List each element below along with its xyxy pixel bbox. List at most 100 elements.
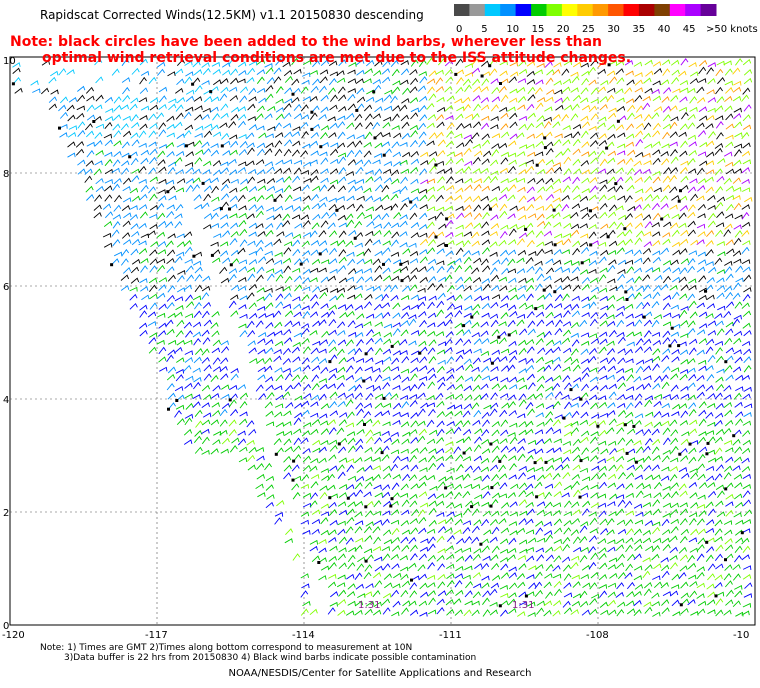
wind-barb (570, 113, 579, 121)
wind-barb (572, 148, 581, 155)
wind-barb (490, 214, 499, 221)
wind-barb (220, 86, 229, 94)
wind-barb (410, 367, 419, 374)
wind-barb (599, 518, 608, 526)
wind-barb (518, 539, 528, 545)
wind-barb (157, 330, 167, 337)
wind-speed-legend: 0 5 10 15 20 25 30 35 40 45 >50 knots (454, 4, 758, 35)
wind-barb (265, 347, 274, 354)
wind-barb (382, 510, 391, 516)
wind-barb (454, 573, 464, 579)
wind-barb (662, 59, 671, 66)
wind-barb (211, 330, 220, 338)
wind-barb (392, 86, 401, 94)
wind-barb (491, 329, 500, 337)
wind-barb (661, 143, 670, 149)
wind-barb (312, 185, 321, 192)
wind-barb (121, 141, 130, 149)
wind-barb (554, 414, 563, 419)
wind-barb (292, 553, 301, 561)
wind-barb (212, 131, 222, 137)
wind-barb (652, 61, 662, 67)
wind-barb (724, 285, 733, 293)
wind-barb (625, 358, 634, 364)
wind-barb (607, 357, 616, 365)
wind-barb (537, 537, 546, 543)
wind-barb (662, 123, 672, 130)
wind-barb (365, 476, 374, 482)
quality-circle (490, 486, 494, 490)
wind-barb (734, 585, 743, 590)
wind-barb (635, 122, 645, 130)
wind-barb (275, 374, 284, 382)
wind-barb (564, 422, 573, 428)
wind-barb (291, 464, 300, 472)
wind-barb (651, 553, 660, 561)
wind-barb (454, 310, 463, 318)
wind-barb (302, 250, 311, 257)
quality-circle (310, 110, 314, 114)
wind-barb (347, 320, 356, 328)
wind-barb (697, 78, 707, 83)
wind-barb (355, 178, 365, 184)
wind-barb (588, 367, 598, 373)
wind-barb (399, 265, 409, 272)
wind-barb (311, 528, 320, 535)
wind-barb (472, 357, 481, 365)
wind-barb (302, 310, 311, 319)
wind-barb (679, 502, 688, 508)
wind-barb (328, 329, 337, 336)
wind-barb (419, 256, 428, 264)
wind-barb (338, 94, 347, 102)
wind-barb (599, 211, 608, 219)
wind-barb (562, 233, 572, 238)
wind-barb (94, 160, 103, 166)
wind-barb (643, 241, 652, 248)
wind-barb (626, 266, 635, 274)
wind-barb (230, 373, 239, 381)
wind-barb (571, 75, 580, 84)
wind-barb (507, 554, 516, 561)
wind-barb (381, 430, 390, 436)
wind-barb (122, 86, 130, 95)
wind-barb (527, 151, 536, 157)
wind-barb (319, 151, 328, 157)
wind-barb (48, 103, 57, 110)
wind-barb (292, 491, 301, 500)
wind-barb (104, 121, 113, 129)
wind-barb (687, 113, 696, 121)
wind-barb (184, 382, 193, 389)
wind-barb (391, 545, 401, 552)
wind-barb (237, 194, 246, 202)
wind-barb (445, 490, 454, 498)
wind-barb (58, 68, 67, 76)
wind-barb (444, 68, 453, 76)
wind-barb (554, 266, 563, 273)
wind-barb (615, 591, 624, 598)
wind-barb (553, 481, 563, 489)
wind-barb (714, 419, 723, 427)
wind-barb (687, 367, 696, 374)
wind-barb (516, 527, 526, 534)
wind-barb (481, 78, 490, 86)
wind-barb (535, 448, 544, 455)
wind-barb (291, 374, 301, 382)
wind-barb (661, 420, 670, 426)
wind-barb (445, 231, 454, 238)
wind-barb (355, 489, 364, 497)
wind-barb (499, 106, 508, 112)
wind-barb (643, 122, 652, 130)
wind-barb (141, 294, 150, 301)
wind-barb (391, 231, 400, 239)
wind-barb (537, 347, 546, 355)
wind-barb (464, 265, 473, 273)
wind-barb (185, 106, 194, 112)
wind-barb (690, 239, 699, 246)
wind-barb (104, 185, 113, 192)
wind-barb (445, 105, 454, 112)
wind-barb (562, 139, 571, 146)
quality-circle (497, 335, 501, 339)
wind-barb (220, 448, 229, 454)
wind-barb (300, 86, 309, 94)
